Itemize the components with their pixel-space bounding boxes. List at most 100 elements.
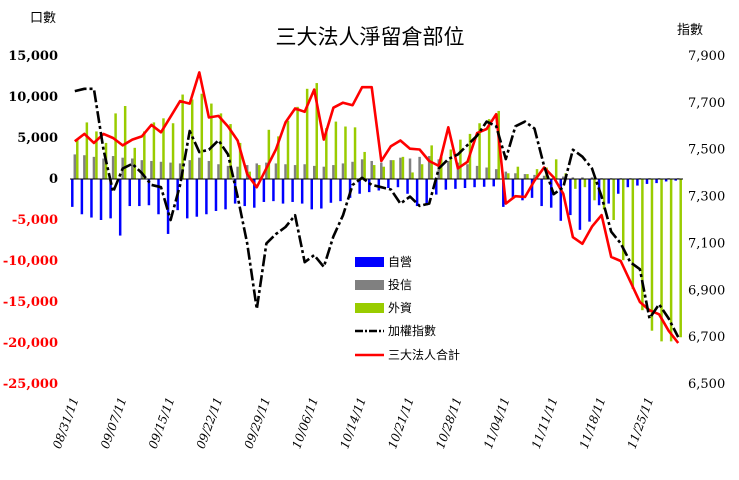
bar-dealer [262,179,266,202]
bar-dealer [511,179,515,199]
bar-foreign [516,166,520,179]
bar-dealer [185,179,189,219]
bar-foreign [411,172,414,179]
bar-foreign [181,94,184,179]
bar-dealer [147,179,151,206]
left-tick-label: -15,000 [3,295,58,310]
bar-dealer [300,179,304,204]
bar-trust [217,164,220,179]
bar-trust [341,163,345,179]
bar-trust [494,169,498,179]
legend-label: 投信 [388,277,412,292]
bar-foreign [114,113,117,179]
left-tick-label: -20,000 [3,336,58,351]
right-tick-label: 6,900 [688,283,725,298]
bar-dealer [559,179,563,221]
bar-dealer [281,179,285,204]
bar-trust [131,158,134,179]
bar-dealer [617,179,620,194]
bar-foreign [95,131,98,179]
bar-trust [188,160,191,179]
bar-trust [456,162,460,179]
legend-swatch [355,257,384,267]
bar-foreign [76,139,79,179]
bar-foreign [210,103,213,179]
bar-dealer [396,179,400,188]
bar-dealer [387,179,390,189]
right-tick-label: 7,900 [688,49,725,64]
bar-dealer [435,179,438,195]
bar-trust [313,165,316,179]
bar-trust [102,158,105,179]
bar-foreign [200,93,204,179]
bar-trust [437,159,440,179]
bar-trust [514,173,517,179]
x-tick-label: 10/21/11 [385,395,417,450]
bar-dealer [636,179,639,186]
bar-trust [399,157,402,179]
bar-trust [159,161,163,179]
bar-dealer [243,179,246,207]
bar-trust [370,160,373,179]
bar-dealer [367,179,371,193]
bar-dealer [578,179,582,230]
x-tick-label: 10/14/11 [337,395,369,450]
bar-foreign [583,179,587,188]
bar-dealer [320,179,323,209]
bar-foreign [152,122,156,179]
bar-dealer [224,179,227,210]
bar-dealer [195,179,199,217]
right-tick-label: 6,700 [688,330,725,345]
bar-trust [274,163,278,179]
bar-dealer [645,179,649,184]
bar-foreign [392,160,395,179]
bar-trust [533,174,536,179]
bar-foreign [660,179,663,342]
bar-trust [427,156,431,179]
bar-foreign [574,179,577,189]
bar-trust [111,156,115,179]
left-axis-title: 口數 [30,11,56,26]
legend-swatch [355,303,384,313]
bar-trust [504,171,508,179]
bar-foreign [344,126,347,179]
bar-foreign [353,127,357,179]
bar-dealer [674,179,677,181]
bar-trust [447,160,450,179]
bar-dealer [415,179,419,207]
bar-foreign [459,139,462,179]
bar-dealer [569,179,572,216]
bar-foreign [641,179,644,311]
bar-trust [226,165,230,179]
bar-dealer [329,179,333,203]
bar-dealer [272,179,275,202]
bar-dealer [118,179,122,236]
bar-dealer [540,179,543,207]
bar-foreign [487,119,491,179]
bar-foreign [133,147,136,179]
bar-dealer [291,179,294,202]
bar-foreign [363,151,366,179]
bar-trust [389,160,393,179]
bar-dealer [377,179,381,191]
bar-foreign [526,174,529,179]
bar-dealer [109,179,112,219]
bar-foreign [305,88,309,179]
bar-trust [408,158,412,179]
x-tick-label: 09/15/11 [146,395,178,450]
bar-dealer [521,179,524,201]
x-tick-label: 09/22/11 [194,395,226,450]
bar-dealer [99,179,103,220]
bar-foreign [507,173,510,179]
bar-dealer [253,179,256,208]
bar-dealer [128,179,132,207]
bar-dealer [444,179,448,190]
bar-trust [475,165,479,179]
bar-trust [198,157,201,179]
bar-trust [485,167,488,179]
bar-trust [360,159,364,179]
x-tick-label: 11/04/11 [481,395,513,450]
x-tick-label: 11/11/11 [529,395,561,450]
bar-trust [140,160,144,179]
